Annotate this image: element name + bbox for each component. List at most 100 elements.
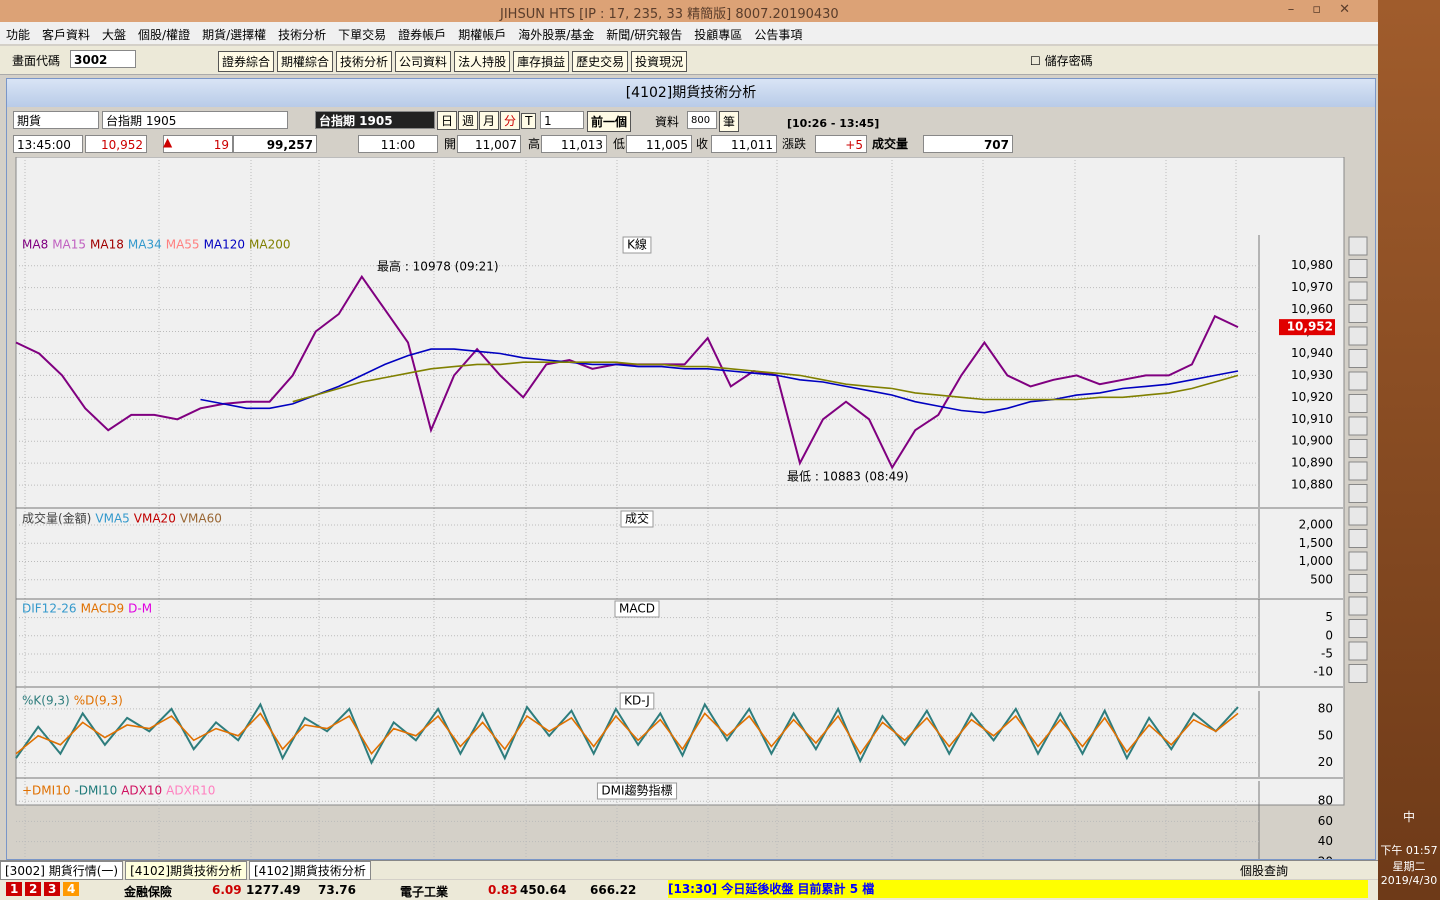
info-low: 11,005 (626, 135, 692, 153)
menu-item[interactable]: 客戶資料 (42, 28, 91, 42)
toolbar-button[interactable]: 歷史交易 (572, 51, 629, 72)
y-tick-label: 10,900 (1291, 434, 1333, 448)
legend-item: ADXR10 (166, 784, 215, 798)
toolbar-button[interactable]: 公司資料 (395, 51, 452, 72)
y-tick-label: 60 (1318, 814, 1333, 828)
market-select[interactable]: 期貨 (13, 111, 99, 129)
period-button[interactable]: T (521, 113, 537, 129)
menu-item[interactable]: 期貨/選擇權 (202, 28, 267, 42)
interval-select[interactable]: 1 (540, 111, 584, 129)
legend-item: VMA20 (134, 512, 176, 526)
unit-button[interactable]: 筆 (719, 111, 740, 132)
page-button[interactable]: 1 (6, 882, 23, 896)
ime[interactable]: 中 (1402, 810, 1415, 824)
series-line (292, 361, 1239, 403)
menu-item[interactable]: 公告事項 (754, 28, 803, 42)
info-high-label: 高 (528, 137, 541, 151)
panel-title: KD-J (624, 694, 650, 708)
y-tick-label: 50 (1318, 728, 1333, 742)
page-button[interactable]: 2 (25, 882, 42, 896)
info-amount: 99,257 (233, 135, 317, 153)
menu-item[interactable]: 投顧專區 (694, 28, 743, 42)
legend-item: MA55 (166, 238, 200, 252)
tool-icon (1348, 461, 1368, 481)
status-s1-index: 1277.49 (246, 883, 301, 897)
period-button[interactable]: 日 (437, 111, 458, 130)
title-bar: JIHSUN HTS [IP : 17, 235, 33 精簡版] 8007.2… (0, 0, 1378, 22)
y-tick-label: -5 (1321, 646, 1333, 660)
page-button[interactable]: 3 (44, 882, 61, 896)
tool-icon (1348, 349, 1368, 368)
data-count[interactable]: 800 (687, 111, 717, 129)
page-button[interactable]: 4 (63, 882, 80, 896)
last-price: 10,952 (1287, 320, 1333, 334)
menu-item[interactable]: 功能 (6, 28, 31, 42)
menu-item[interactable]: 新聞/研究報告 (606, 28, 683, 42)
symbol-select[interactable]: 台指期 1905 (102, 111, 288, 129)
stock-query[interactable]: 個股查詢 (1240, 864, 1289, 878)
tool-icon (1348, 259, 1368, 278)
tool-icon (1348, 394, 1368, 413)
status-bar: 1 2 3 4 金融保險 6.09 1277.49 73.76 電子工業 0.83 450.64 66… (0, 880, 1378, 900)
annotation-low: 最低 : 10883 (08:49) (787, 470, 909, 484)
toolbar-button[interactable]: 證券綜合 (218, 51, 275, 72)
y-tick-label: 80 (1318, 794, 1333, 808)
y-tick-label: 10,910 (1291, 412, 1333, 426)
y-tick-label: 40 (1318, 834, 1333, 848)
clock-time: 下午 01:57 (1380, 844, 1438, 857)
y-tick-label: 20 (1318, 755, 1333, 769)
period-button[interactable]: 分 (500, 111, 521, 130)
menu-item[interactable]: 個股/權證 (138, 28, 191, 42)
info-diff: +5 (815, 135, 867, 153)
toolbar-button[interactable]: 投資現況 (631, 51, 688, 72)
legend-item: D-M (128, 602, 152, 616)
window-controls[interactable]: –▫✕ (1287, 2, 1368, 17)
period-button[interactable]: 月 (479, 111, 500, 130)
series-line (15, 712, 1239, 756)
legend-item: VMA5 (95, 512, 129, 526)
tool-icon (1348, 281, 1368, 301)
status-s2-index: 450.64 (520, 883, 567, 897)
toolbar-button[interactable]: 期權綜合 (277, 51, 334, 72)
menu-item[interactable]: 技術分析 (278, 28, 327, 42)
panel-title-box (614, 600, 660, 618)
info-open: 11,007 (457, 135, 521, 153)
info-time: 13:45:00 (13, 135, 83, 153)
tab[interactable]: [4102]期貨技術分析 (125, 861, 247, 880)
tool-icon (1348, 664, 1368, 683)
menu-item[interactable]: 證券帳戶 (398, 28, 447, 42)
tab-bar: [3002] 期貨行情(一) [4102]期貨技術分析 [4102]期貨技術分析 (0, 860, 1378, 880)
info-bar-time: 11:00 (358, 135, 438, 153)
menu-item[interactable]: 大盤 (102, 28, 127, 42)
toolbar-button[interactable]: 技術分析 (336, 51, 393, 72)
y-tick-label: 10,890 (1291, 456, 1333, 470)
tab[interactable]: [4102]期貨技術分析 (249, 861, 371, 880)
y-tick-label: 0 (1325, 628, 1333, 642)
y-tick-label: 80 (1318, 701, 1333, 715)
toolbar-button[interactable]: 庫存損益 (513, 51, 570, 72)
tab[interactable]: [3002] 期貨行情(一) (0, 861, 124, 880)
y-tick-label: 10,940 (1291, 346, 1333, 360)
toolbar: 畫面代碼 3002 證券綜合 期權綜合 技術分析 公司資料 法人持股 庫存損益 歷史交易 投資… (0, 46, 1378, 75)
prev-button[interactable]: 前一個 (587, 111, 632, 132)
info-vol: 707 (923, 135, 1013, 153)
tool-icon (1348, 529, 1368, 548)
tool-icon (1348, 304, 1368, 323)
tool-icon (1348, 596, 1368, 616)
panel-title: MACD (619, 602, 655, 616)
up-arrow: ▲ (163, 135, 173, 149)
legend-item: MA18 (90, 238, 124, 252)
info-price: 10,952 (85, 135, 147, 153)
y-tick-label: 1,500 (1299, 536, 1333, 550)
menu-item[interactable]: 海外股票/基金 (518, 28, 595, 42)
series-line (15, 274, 1239, 470)
tool-icon (1348, 619, 1368, 638)
period-button[interactable]: 週 (458, 111, 479, 130)
save-password[interactable]: ☐ 儲存密碼 (1030, 54, 1093, 68)
menu-item[interactable]: 下單交易 (338, 28, 387, 42)
code-input[interactable]: 3002 (70, 50, 136, 68)
y-tick-label: 10,930 (1291, 368, 1333, 382)
toolbar-button[interactable]: 法人持股 (454, 51, 511, 72)
menu-item[interactable]: 期權帳戶 (458, 28, 507, 42)
status-s1-amount: 73.76 (318, 883, 356, 897)
